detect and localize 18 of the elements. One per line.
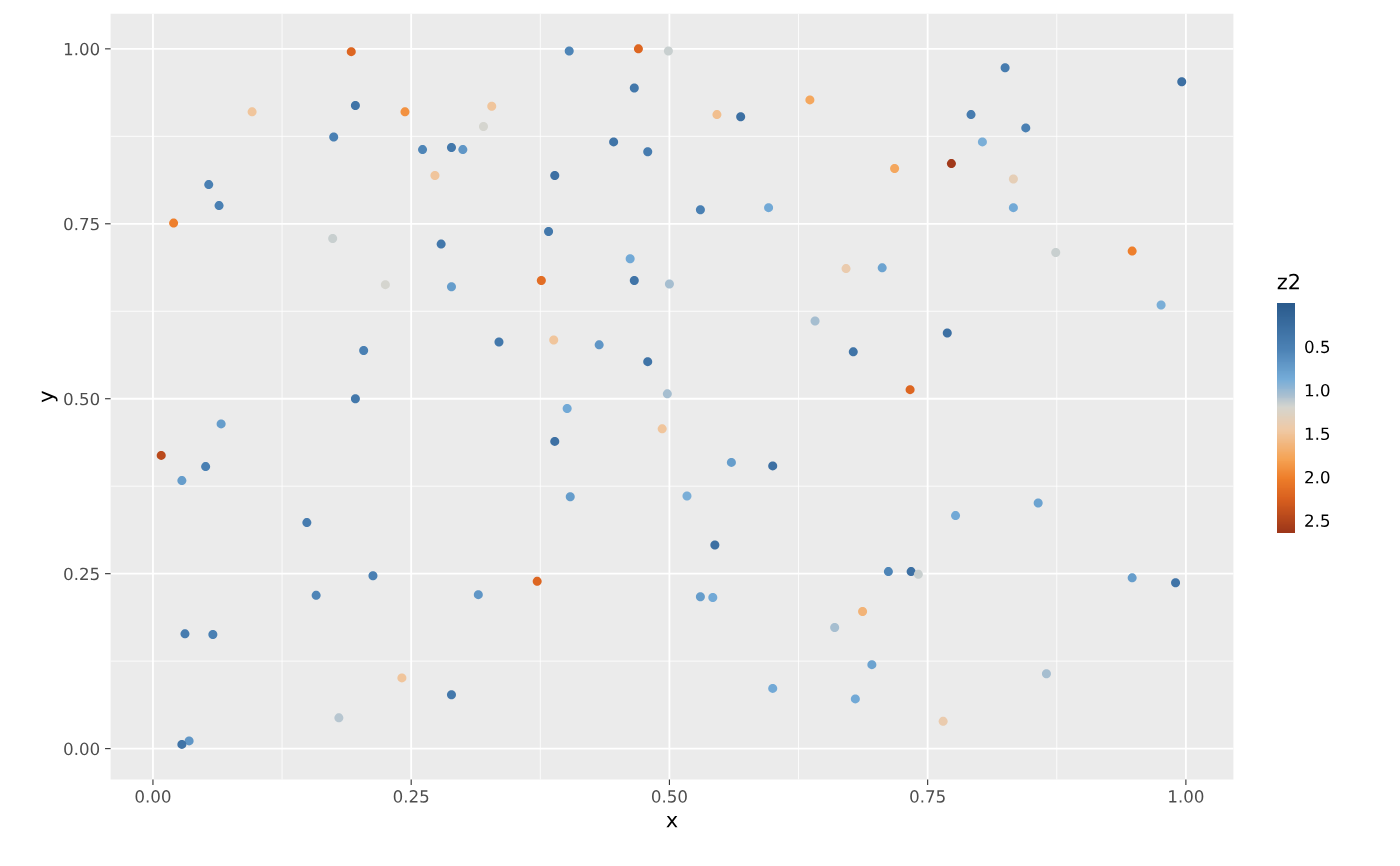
x-tick-label: 0.75 [910,790,945,803]
x-tick-label: 1.00 [1169,790,1204,803]
color-bar-label: 1.5 [1305,427,1330,441]
color-bar-label: 2.0 [1305,470,1330,484]
x-tick-label: 0.50 [651,790,687,803]
x-tick-label: 0.25 [393,790,429,803]
x-tick-label: 0.00 [135,790,171,803]
y-tick-label: 1.00 [64,42,100,56]
x-axis-title: x [666,815,678,828]
y-tick-label: 0.25 [64,567,99,581]
color-bar-title: z2 [1277,273,1299,290]
color-bar-label: 2.5 [1305,514,1330,527]
y-axis-title: y [41,391,58,403]
color-bar-label: 1.0 [1305,383,1330,397]
y-tick-label: 0.50 [64,392,100,406]
y-tick-label: 0.75 [64,217,99,231]
color-bar-label: 0.5 [1305,340,1330,354]
y-tick-label: 0.00 [64,742,100,756]
